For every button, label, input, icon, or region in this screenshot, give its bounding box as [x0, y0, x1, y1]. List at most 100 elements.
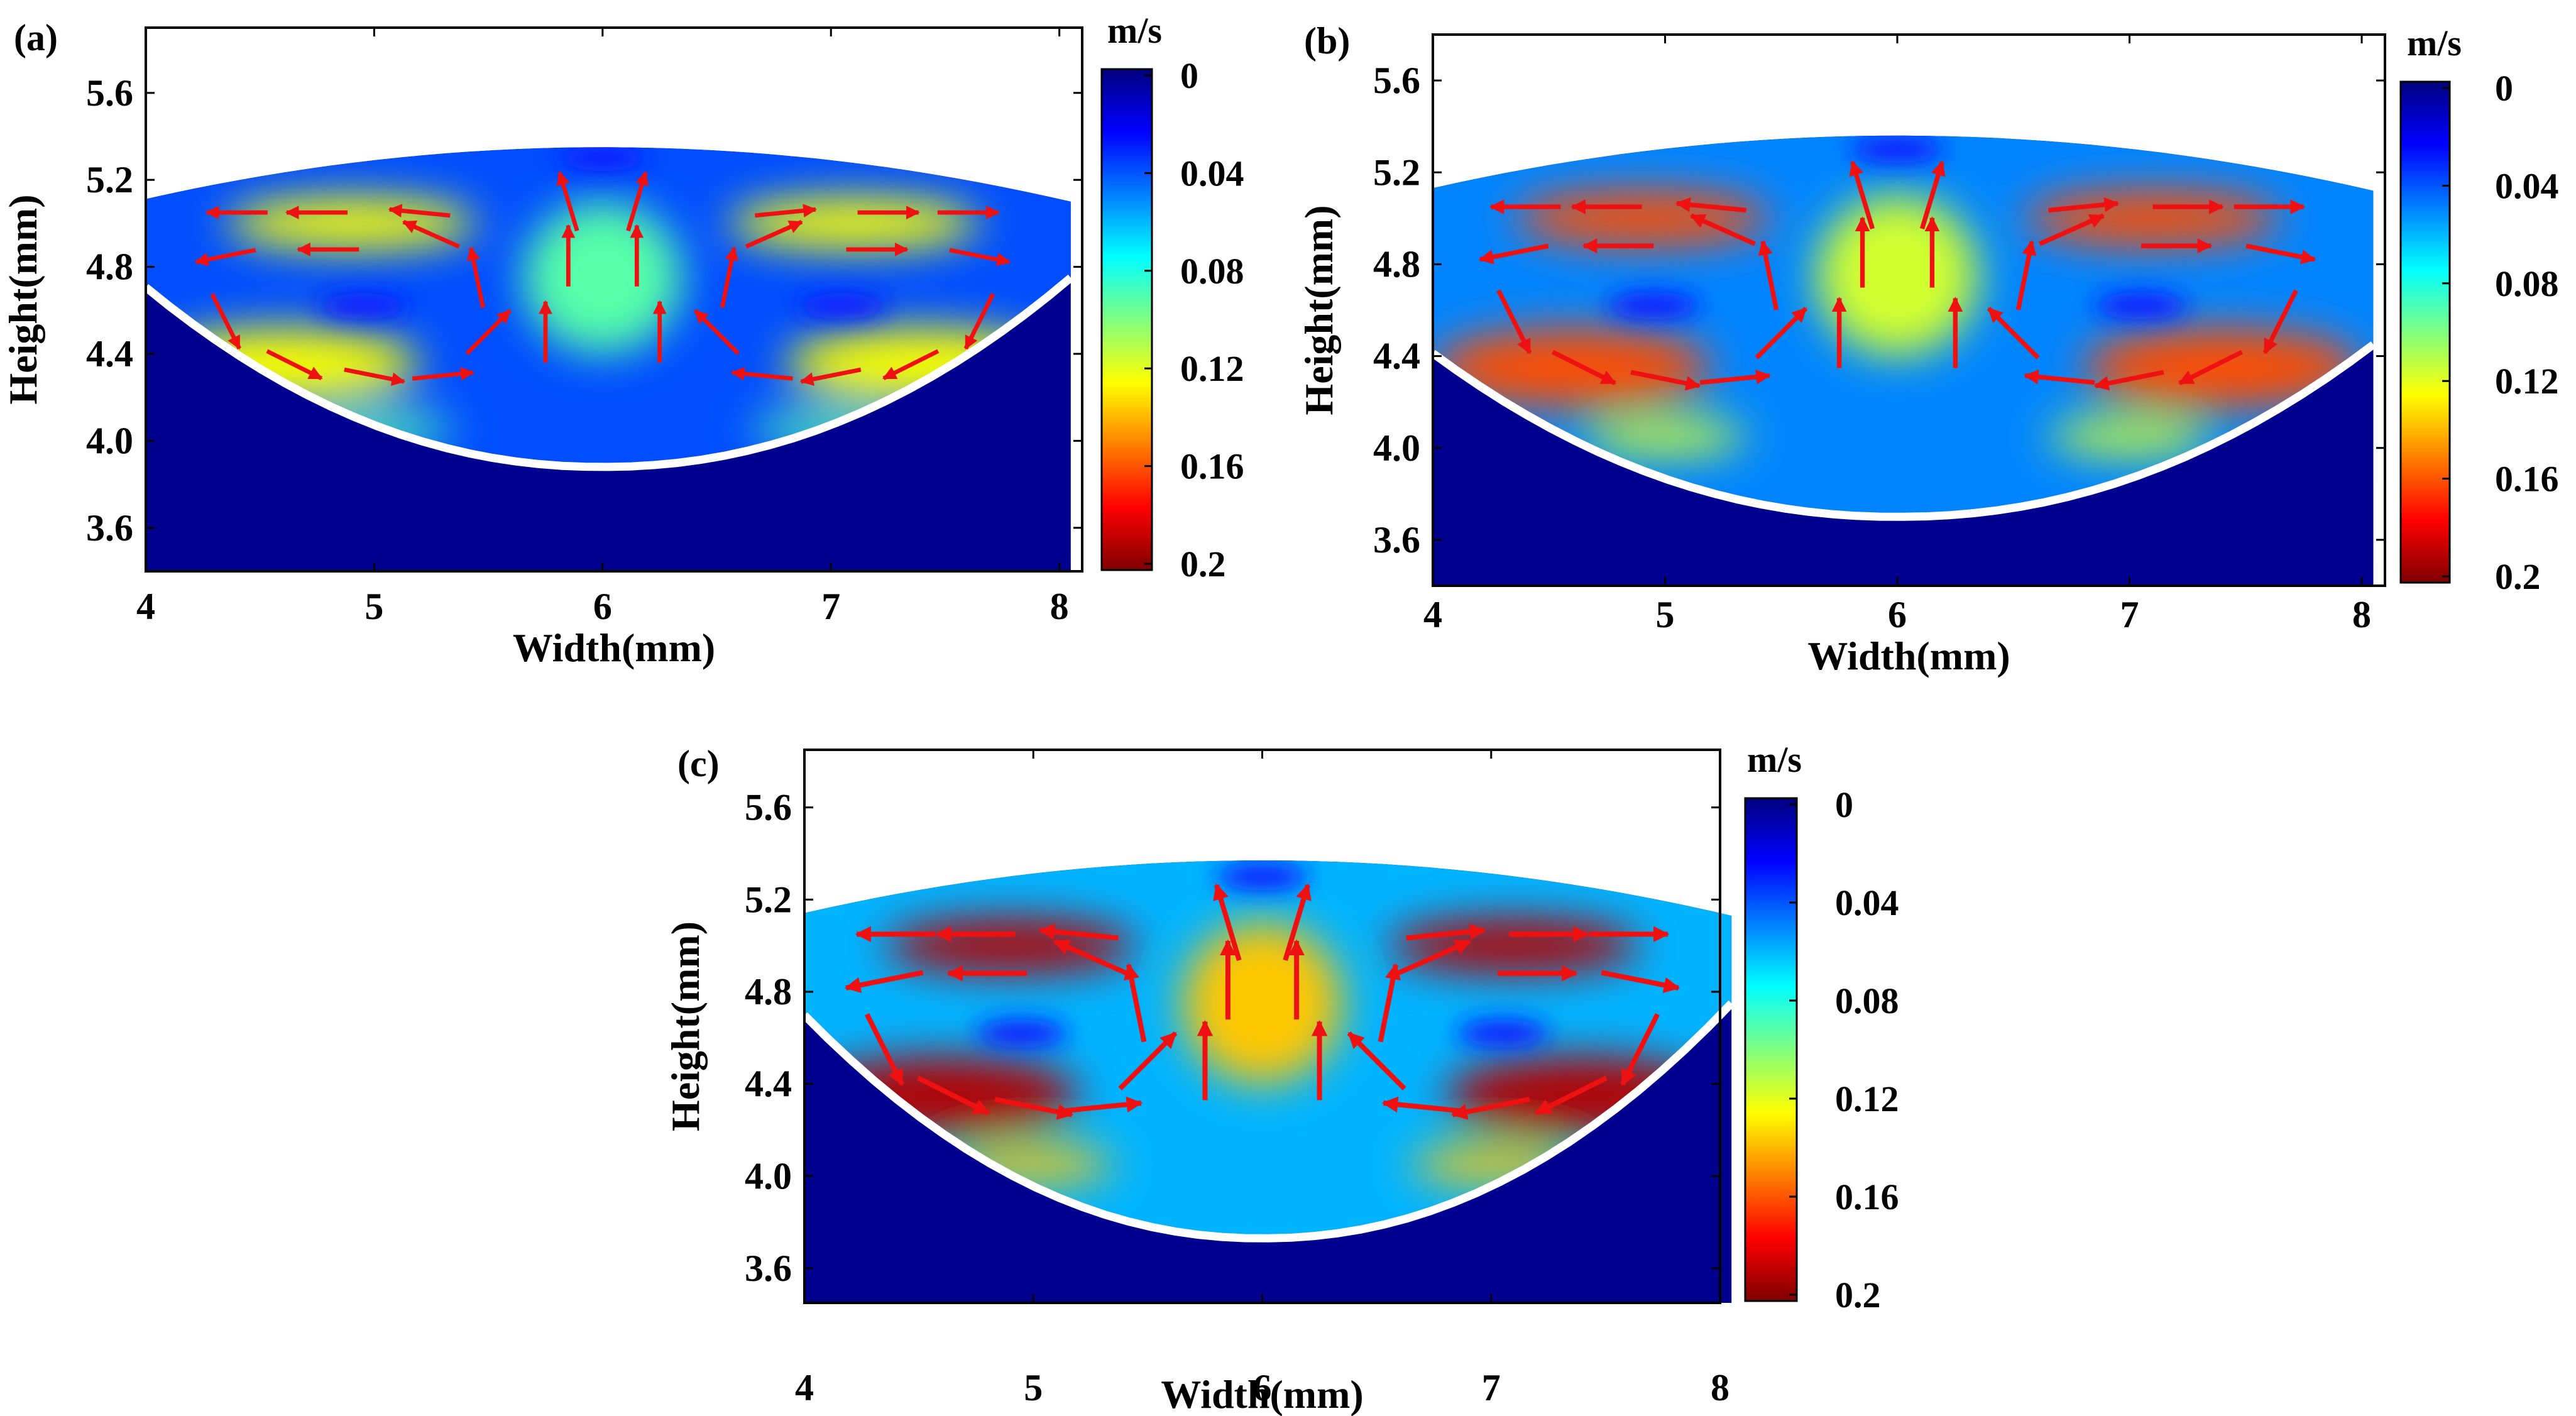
- velocity-arrow: [2015, 239, 2037, 310]
- y-tick-label: 3.6: [86, 507, 133, 549]
- y-tick-label: 4.8: [1373, 243, 1420, 285]
- y-tick-label: 5.2: [86, 159, 133, 200]
- velocity-arrow: [1987, 307, 2040, 359]
- pool-boundary: [143, 274, 1073, 471]
- velocity-arrow: [1053, 938, 1128, 976]
- panel-label: (a): [14, 17, 58, 58]
- colorbar-tick-label: 0.04: [1180, 153, 1244, 194]
- velocity-arrow: [882, 349, 940, 381]
- velocity-arrow: [626, 171, 649, 232]
- velocity-blob: [1584, 418, 1746, 455]
- vortex-core: [1607, 292, 1700, 320]
- velocity-arrow: [2093, 370, 2164, 391]
- vortex-cores: [1607, 135, 2188, 320]
- x-tick-label: 6: [593, 586, 612, 627]
- colorbar-unit: m/s: [2407, 23, 2462, 63]
- y-tick-label: 5.6: [1373, 60, 1420, 101]
- y-axis-label: Height(mm): [1296, 205, 1341, 415]
- colorbar-tick-label: 0: [1180, 55, 1198, 96]
- velocity-blob: [1514, 190, 1770, 246]
- panel-label: (b): [1304, 20, 1350, 62]
- pool-boundary: [1430, 341, 2376, 521]
- colorbar-tick-label: 0.04: [1835, 882, 1899, 923]
- velocity-arrow: [720, 246, 739, 309]
- y-tick-label: 4.8: [86, 246, 133, 288]
- velocity-arrow: [1378, 963, 1401, 1043]
- vector-arrows: [1478, 160, 2316, 391]
- velocity-arrow: [1038, 923, 1119, 941]
- vortex-core: [976, 1019, 1068, 1047]
- colorbar-tick-label: 0.16: [2495, 459, 2559, 500]
- velocity-blob: [226, 197, 477, 250]
- y-tick-label: 3.6: [1373, 519, 1420, 561]
- velocity-arrow: [949, 248, 1011, 266]
- velocity-arrow: [1347, 1031, 1406, 1091]
- pool-boundary: [801, 1000, 1735, 1243]
- x-tick-label: 4: [136, 586, 155, 627]
- velocity-arrow: [1118, 1031, 1178, 1091]
- y-tick-label: 4.0: [86, 420, 133, 461]
- colorbar-tick-label: 0: [1835, 784, 1853, 825]
- y-tick-label: 4.4: [1373, 336, 1420, 377]
- velocity-arrow: [2245, 243, 2316, 265]
- y-tick-label: 4.4: [745, 1063, 792, 1105]
- velocity-blob: [1182, 923, 1342, 1084]
- colorbar-tick-label: 0.08: [1180, 251, 1244, 292]
- x-tick-label: 4: [1423, 594, 1442, 635]
- velocity-blob: [1388, 918, 1640, 974]
- velocity-arrow: [466, 246, 485, 309]
- velocity-arrow: [754, 204, 817, 218]
- x-axis-label: Width(mm): [1161, 1372, 1363, 1416]
- velocity-arrow: [2178, 349, 2244, 385]
- y-tick-label: 5.2: [745, 879, 792, 920]
- velocity-arrow: [266, 349, 323, 381]
- x-tick-label: 4: [795, 1367, 814, 1408]
- velocity-arrow: [864, 1013, 905, 1086]
- velocity-arrow: [1283, 883, 1312, 962]
- vortex-core: [317, 293, 408, 319]
- x-tick-label: 8: [2352, 594, 2371, 635]
- velocity-arrow: [194, 248, 256, 266]
- velocity-arrow: [1620, 1013, 1660, 1086]
- y-tick-label: 4.0: [745, 1155, 792, 1197]
- velocity-arrow: [210, 293, 241, 350]
- colorbar-tick-label: 0.2: [2495, 556, 2541, 597]
- velocity-arrow: [556, 171, 579, 232]
- axes-frame: [1432, 33, 2386, 587]
- x-tick-label: 5: [1024, 1367, 1043, 1408]
- x-tick-label: 5: [1656, 594, 1675, 635]
- vortex-core: [1457, 1019, 1548, 1047]
- velocity-arrow: [465, 309, 512, 356]
- vortex-cores: [976, 862, 1548, 1047]
- velocity-arrow: [1478, 243, 1549, 265]
- velocity-arrow: [963, 293, 995, 350]
- velocity-arrow: [2038, 213, 2105, 246]
- vortex-cores: [317, 147, 889, 319]
- y-tick-label: 4.8: [745, 971, 792, 1013]
- velocity-arrow: [1406, 923, 1486, 941]
- velocity-arrow: [402, 219, 460, 249]
- colorbar-tick-label: 0.2: [1180, 544, 1226, 585]
- colorbar: [2399, 80, 2451, 584]
- velocity-arrow: [412, 366, 474, 381]
- velocity-field: [146, 147, 1071, 467]
- velocity-arrow: [1213, 883, 1242, 962]
- x-tick-label: 6: [1253, 1367, 1272, 1408]
- x-tick-label: 6: [1888, 594, 1907, 635]
- colorbar-unit: m/s: [1747, 739, 1802, 780]
- colorbar-tick-label: 0.08: [1835, 980, 1899, 1021]
- x-tick-label: 8: [1711, 1367, 1729, 1408]
- colorbar: [1744, 797, 1798, 1302]
- x-tick-label: 5: [364, 586, 383, 627]
- y-tick-label: 4.0: [1373, 427, 1420, 469]
- velocity-arrow: [1699, 369, 1771, 385]
- heatmap-panel: 4 5 6 7 8 3.6 4.0 4.4 4.8 5.2 5.6 Width(mm) Height(m…: [663, 739, 1899, 1416]
- velocity-arrow: [1396, 938, 1472, 976]
- x-axis-label: Width(mm): [1807, 634, 2010, 678]
- velocity-arrow: [1381, 1096, 1462, 1114]
- velocity-arrow: [1919, 160, 1946, 230]
- velocity-arrow: [2048, 197, 2120, 213]
- colorbar-tick-label: 0.2: [1835, 1275, 1881, 1315]
- velocity-arrow: [917, 1075, 990, 1116]
- colorbar-tick-label: 0.16: [1180, 446, 1244, 487]
